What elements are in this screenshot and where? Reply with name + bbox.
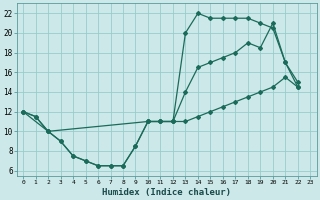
X-axis label: Humidex (Indice chaleur): Humidex (Indice chaleur)	[102, 188, 231, 197]
